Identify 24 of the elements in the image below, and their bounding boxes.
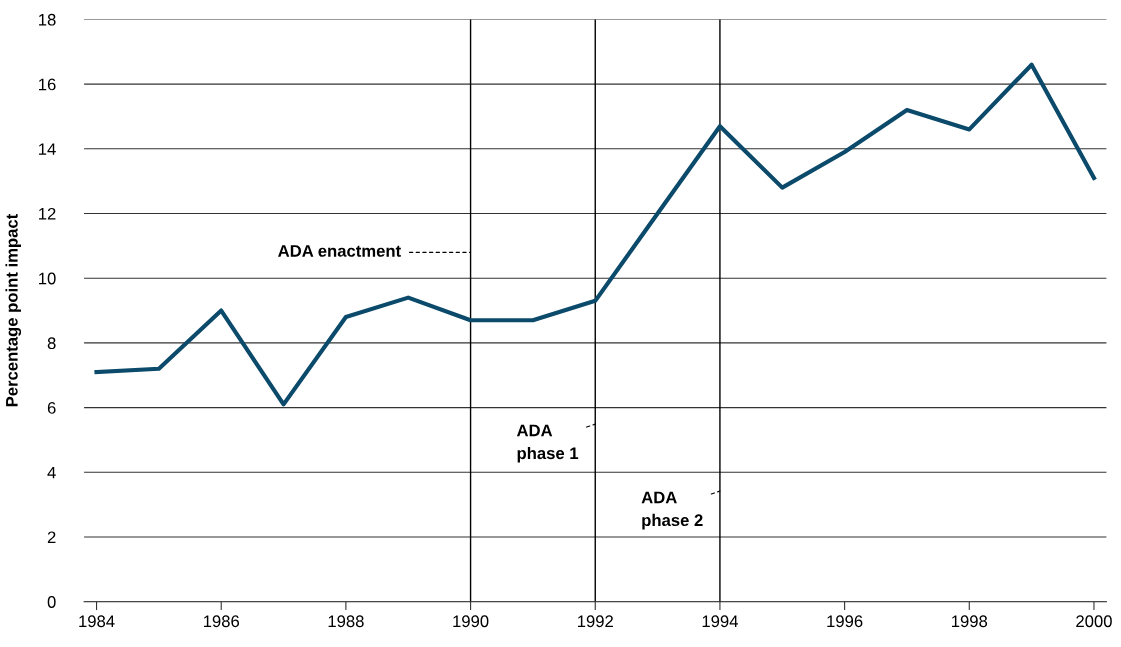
y-tick-label: 10 <box>39 272 56 285</box>
y-tick-label: 18 <box>39 13 56 26</box>
y-axis-title: Percentage point impact <box>5 213 22 407</box>
ref-line-label: ADA phase 2 <box>641 491 703 530</box>
ref-line-label: ADA phase 1 <box>516 424 579 463</box>
ref-line-label: ADA enactment <box>278 245 401 257</box>
line-series <box>94 62 1097 407</box>
x-tick-label: 1998 <box>952 615 988 628</box>
y-tick-label: 6 <box>47 402 56 414</box>
x-tick-label: 1984 <box>79 615 115 628</box>
y-tick-label: 0 <box>47 596 56 608</box>
x-tick-label: 1994 <box>702 615 738 628</box>
y-tick-label: 4 <box>47 466 56 479</box>
y-tick-label: 14 <box>39 143 56 155</box>
y-tick-label: 2 <box>47 531 56 544</box>
x-tick-label: 1986 <box>203 615 240 628</box>
x-tick-label: 1990 <box>453 615 489 628</box>
y-tick-label: 8 <box>47 337 56 350</box>
x-tick-label: 2000 <box>1076 615 1112 628</box>
y-tick-label: 16 <box>39 78 56 91</box>
x-tick-label: 1992 <box>577 615 613 628</box>
y-tick-label: 12 <box>39 207 56 220</box>
x-tick-label: 1988 <box>328 615 364 628</box>
x-tick-label: 1996 <box>827 615 863 628</box>
